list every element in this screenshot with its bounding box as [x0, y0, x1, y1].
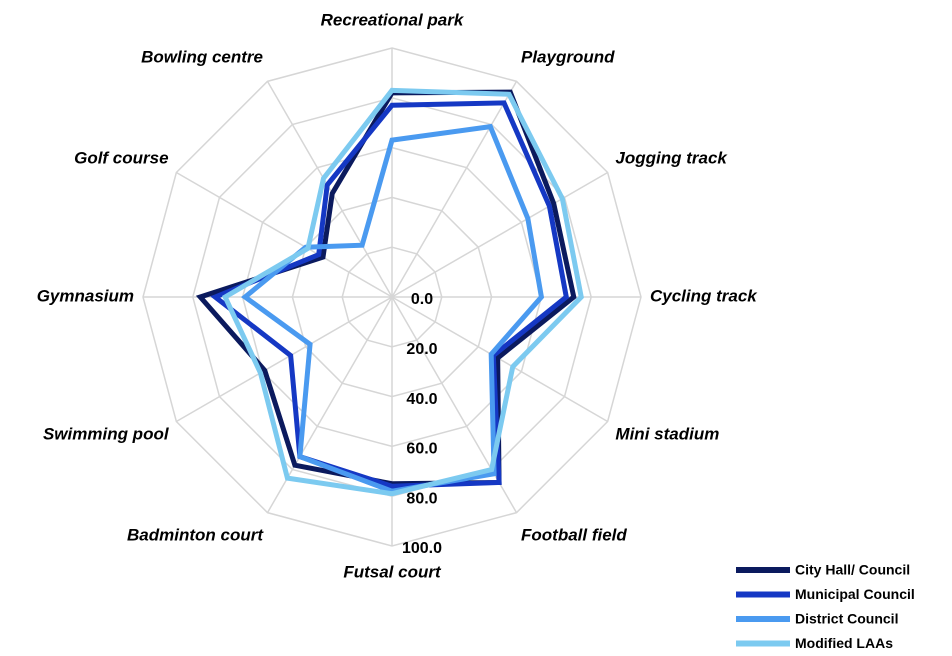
r-tick-label: 0.0 [411, 291, 433, 308]
spoke [391, 80, 518, 298]
spoke [266, 80, 393, 298]
spoke [175, 171, 393, 298]
category-label: Football field [521, 526, 627, 545]
legend-label: Municipal Council [795, 586, 915, 602]
category-label: Gymnasium [37, 286, 134, 305]
series-line [210, 100, 570, 489]
grid-ring [142, 47, 642, 547]
category-label: Mini stadium [615, 424, 719, 443]
category-label: Bowling centre [141, 47, 263, 66]
category-label: Jogging track [615, 148, 728, 167]
grid-ring [341, 246, 443, 348]
category-label: Playground [521, 47, 615, 66]
category-label: Recreational park [321, 10, 465, 29]
category-label: Cycling track [650, 286, 758, 305]
category-label: Golf course [74, 148, 168, 167]
spoke [175, 296, 393, 423]
r-tick-label: 20.0 [406, 341, 437, 358]
spoke [391, 296, 518, 514]
grid-ring [241, 146, 543, 448]
r-tick-label: 40.0 [406, 391, 437, 408]
legend-label: District Council [795, 611, 898, 627]
legend-label: City Hall/ Council [795, 562, 910, 578]
legend-label: Modified LAAs [795, 635, 893, 651]
category-label: Swimming pool [43, 424, 170, 443]
category-label: Futsal court [343, 562, 442, 581]
series-line [221, 87, 584, 497]
category-label: Badminton court [127, 526, 264, 545]
spoke [391, 171, 609, 298]
r-tick-label: 60.0 [406, 441, 437, 458]
r-tick-label: 100.0 [402, 540, 442, 557]
r-tick-label: 80.0 [406, 490, 437, 507]
